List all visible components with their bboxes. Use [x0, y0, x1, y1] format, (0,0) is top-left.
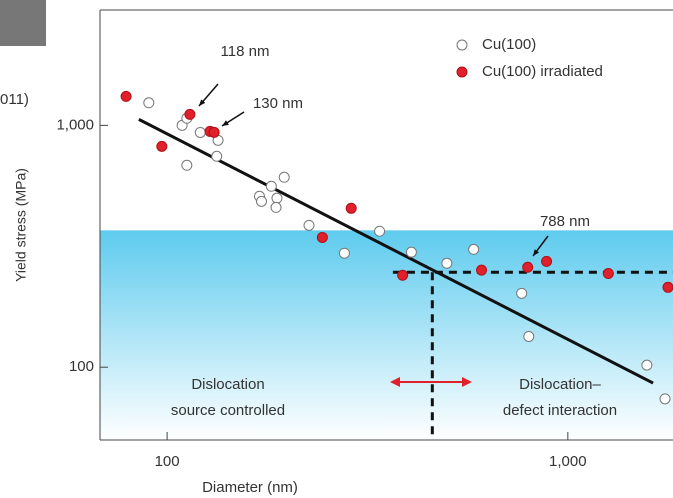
annotation: 118 nm [221, 43, 270, 60]
point [397, 269, 409, 281]
point [516, 287, 528, 299]
point [345, 202, 357, 214]
point [194, 126, 206, 138]
point [641, 359, 653, 371]
point [522, 261, 534, 273]
legend-label: Cu(100) irradiated [482, 63, 603, 80]
arrow-head [390, 377, 400, 387]
point [441, 257, 453, 269]
y-axis-label: Yield stress (MPa) [13, 168, 29, 282]
region-label: Dislocation [191, 376, 264, 393]
point [476, 264, 488, 276]
point [143, 97, 155, 109]
y-tick-label: 1,000 [56, 116, 94, 133]
point [659, 393, 671, 405]
arrow-head [222, 120, 229, 126]
arrow-head [533, 249, 540, 256]
arrow-head [199, 99, 206, 106]
region-label: Dislocation– [519, 376, 601, 393]
point [405, 246, 417, 258]
point [208, 126, 220, 138]
arrow-head [462, 377, 472, 387]
point [468, 243, 480, 255]
x-tick-label: 1,000 [549, 453, 587, 470]
point [338, 247, 350, 259]
thumbnail [0, 0, 46, 46]
point [523, 330, 535, 342]
legend-label: Cu(100) [482, 36, 536, 53]
point [255, 195, 267, 207]
point [271, 192, 283, 204]
legend-marker [456, 39, 468, 51]
region-label: defect interaction [503, 402, 617, 419]
point [278, 171, 290, 183]
annotation: 130 nm [253, 95, 303, 112]
point [602, 268, 614, 280]
x-tick-label: 100 [155, 453, 180, 470]
point [374, 225, 386, 237]
point [316, 231, 328, 243]
point [120, 90, 132, 102]
point [541, 255, 553, 267]
point [662, 281, 673, 293]
point [265, 180, 277, 192]
point [184, 108, 196, 120]
y-tick-label: 100 [69, 358, 94, 375]
shaded-region [100, 230, 673, 440]
point [303, 219, 315, 231]
x-axis-label: Diameter (nm) [202, 479, 298, 496]
fit-line [138, 118, 654, 385]
legend-marker [456, 66, 468, 78]
cropped-text: 011) [0, 91, 29, 108]
point [211, 150, 223, 162]
point [181, 159, 193, 171]
point [270, 201, 282, 213]
annotation: 788 nm [540, 213, 590, 230]
point [156, 140, 168, 152]
region-label: source controlled [171, 402, 285, 419]
